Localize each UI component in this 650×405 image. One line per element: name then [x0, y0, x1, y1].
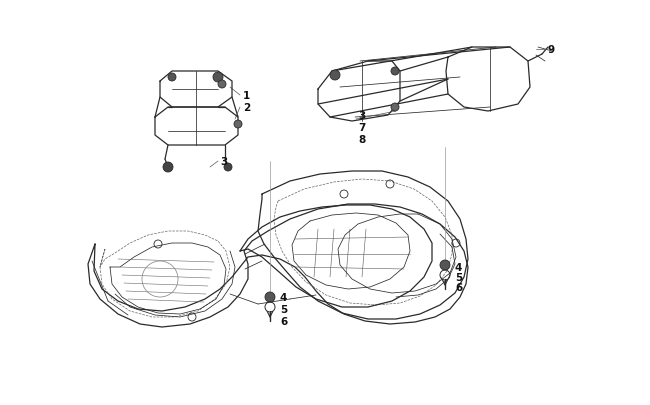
Text: 6: 6	[455, 282, 462, 292]
Circle shape	[213, 73, 223, 83]
Text: 4: 4	[280, 292, 287, 302]
Circle shape	[234, 121, 242, 129]
Circle shape	[391, 104, 399, 112]
Text: 7: 7	[358, 123, 365, 133]
Circle shape	[330, 71, 340, 81]
Text: 8: 8	[358, 135, 365, 145]
Text: 3: 3	[220, 157, 228, 166]
Text: 5: 5	[455, 272, 462, 282]
Text: 4: 4	[455, 262, 462, 272]
Circle shape	[168, 74, 176, 82]
Text: 5: 5	[280, 304, 287, 314]
Circle shape	[440, 260, 450, 270]
Text: 9: 9	[548, 45, 555, 55]
Circle shape	[391, 68, 399, 76]
Circle shape	[163, 162, 173, 173]
Circle shape	[224, 164, 232, 172]
Circle shape	[265, 292, 275, 302]
Circle shape	[218, 81, 226, 89]
Text: 1: 1	[243, 91, 250, 101]
Text: 2: 2	[243, 103, 250, 113]
Text: 3: 3	[358, 111, 365, 121]
Text: 6: 6	[280, 316, 287, 326]
